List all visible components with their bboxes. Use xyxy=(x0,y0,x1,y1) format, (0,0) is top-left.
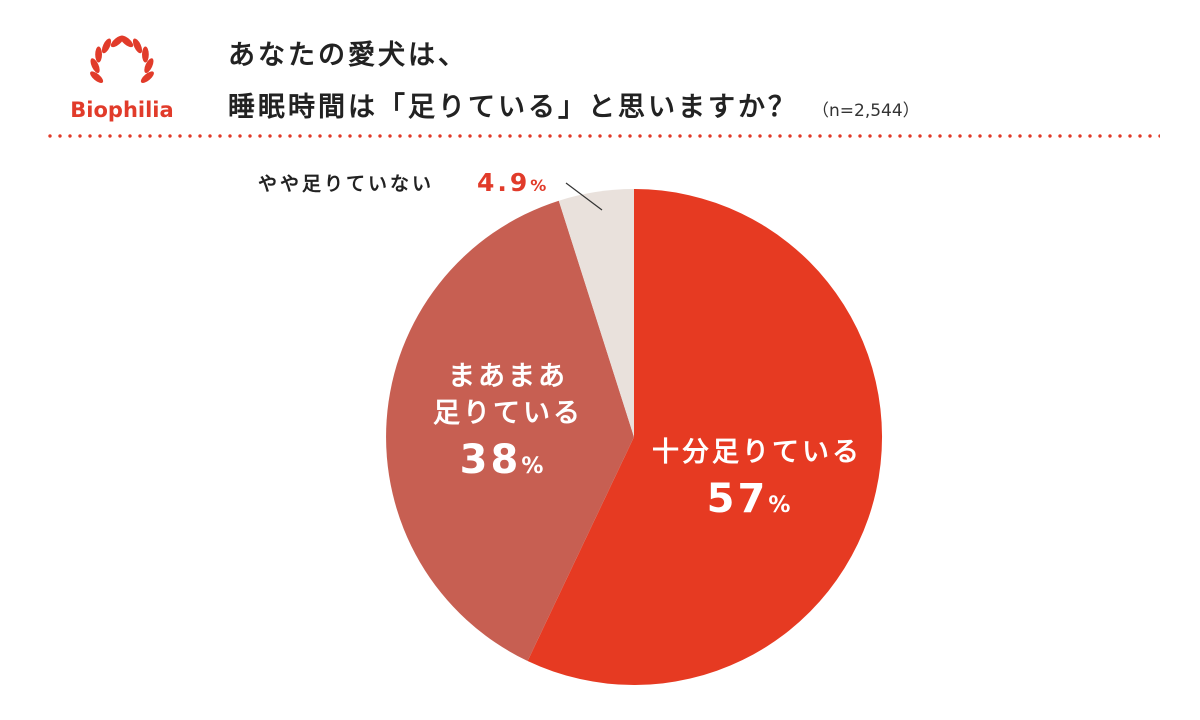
title-line-1: あなたの愛犬は、 xyxy=(228,40,468,71)
laurel-leaf xyxy=(95,46,102,63)
laurel-leaf xyxy=(144,58,154,73)
brand-logo: Biophilia xyxy=(62,30,182,126)
slice-unit-0: % xyxy=(768,493,793,518)
slice-label-2: やや足りていない xyxy=(258,173,434,195)
slice-unit-2: % xyxy=(530,176,549,195)
slice-unit-1: % xyxy=(521,454,546,479)
title-line-2: 睡眠時間は「足りている」と思いますか？ （n=2,544） xyxy=(228,82,920,137)
leader-line xyxy=(565,182,603,211)
dotted-divider xyxy=(45,134,1160,138)
slice-label-1-line-1: まあまあ xyxy=(448,361,568,392)
slice-value-2: 4.9% xyxy=(477,168,549,197)
slice-label-0: 十分足りている xyxy=(652,437,862,468)
sample-size: （n=2,544） xyxy=(812,101,920,121)
pie-slice-0 xyxy=(527,189,883,685)
laurel-leaf xyxy=(142,46,149,63)
pie-slice-2 xyxy=(558,189,634,437)
title-line-2-text: 睡眠時間は「足りている」と思いますか？ xyxy=(228,92,798,123)
slice-label-1-line-2: 足りている xyxy=(433,398,583,429)
laurel-leaf xyxy=(140,71,154,83)
pie-slice-1 xyxy=(386,200,634,661)
laurel-leaf xyxy=(90,58,100,73)
laurel-leaf xyxy=(90,71,104,83)
laurel-leaf xyxy=(132,38,143,54)
laurel-leaf xyxy=(101,38,112,54)
chart-title: あなたの愛犬は、 睡眠時間は「足りている」と思いますか？ （n=2,544） xyxy=(228,30,920,137)
laurel-wreath-icon xyxy=(90,35,154,83)
laurel-leaf xyxy=(120,35,134,48)
brand-name: Biophilia xyxy=(70,98,174,122)
